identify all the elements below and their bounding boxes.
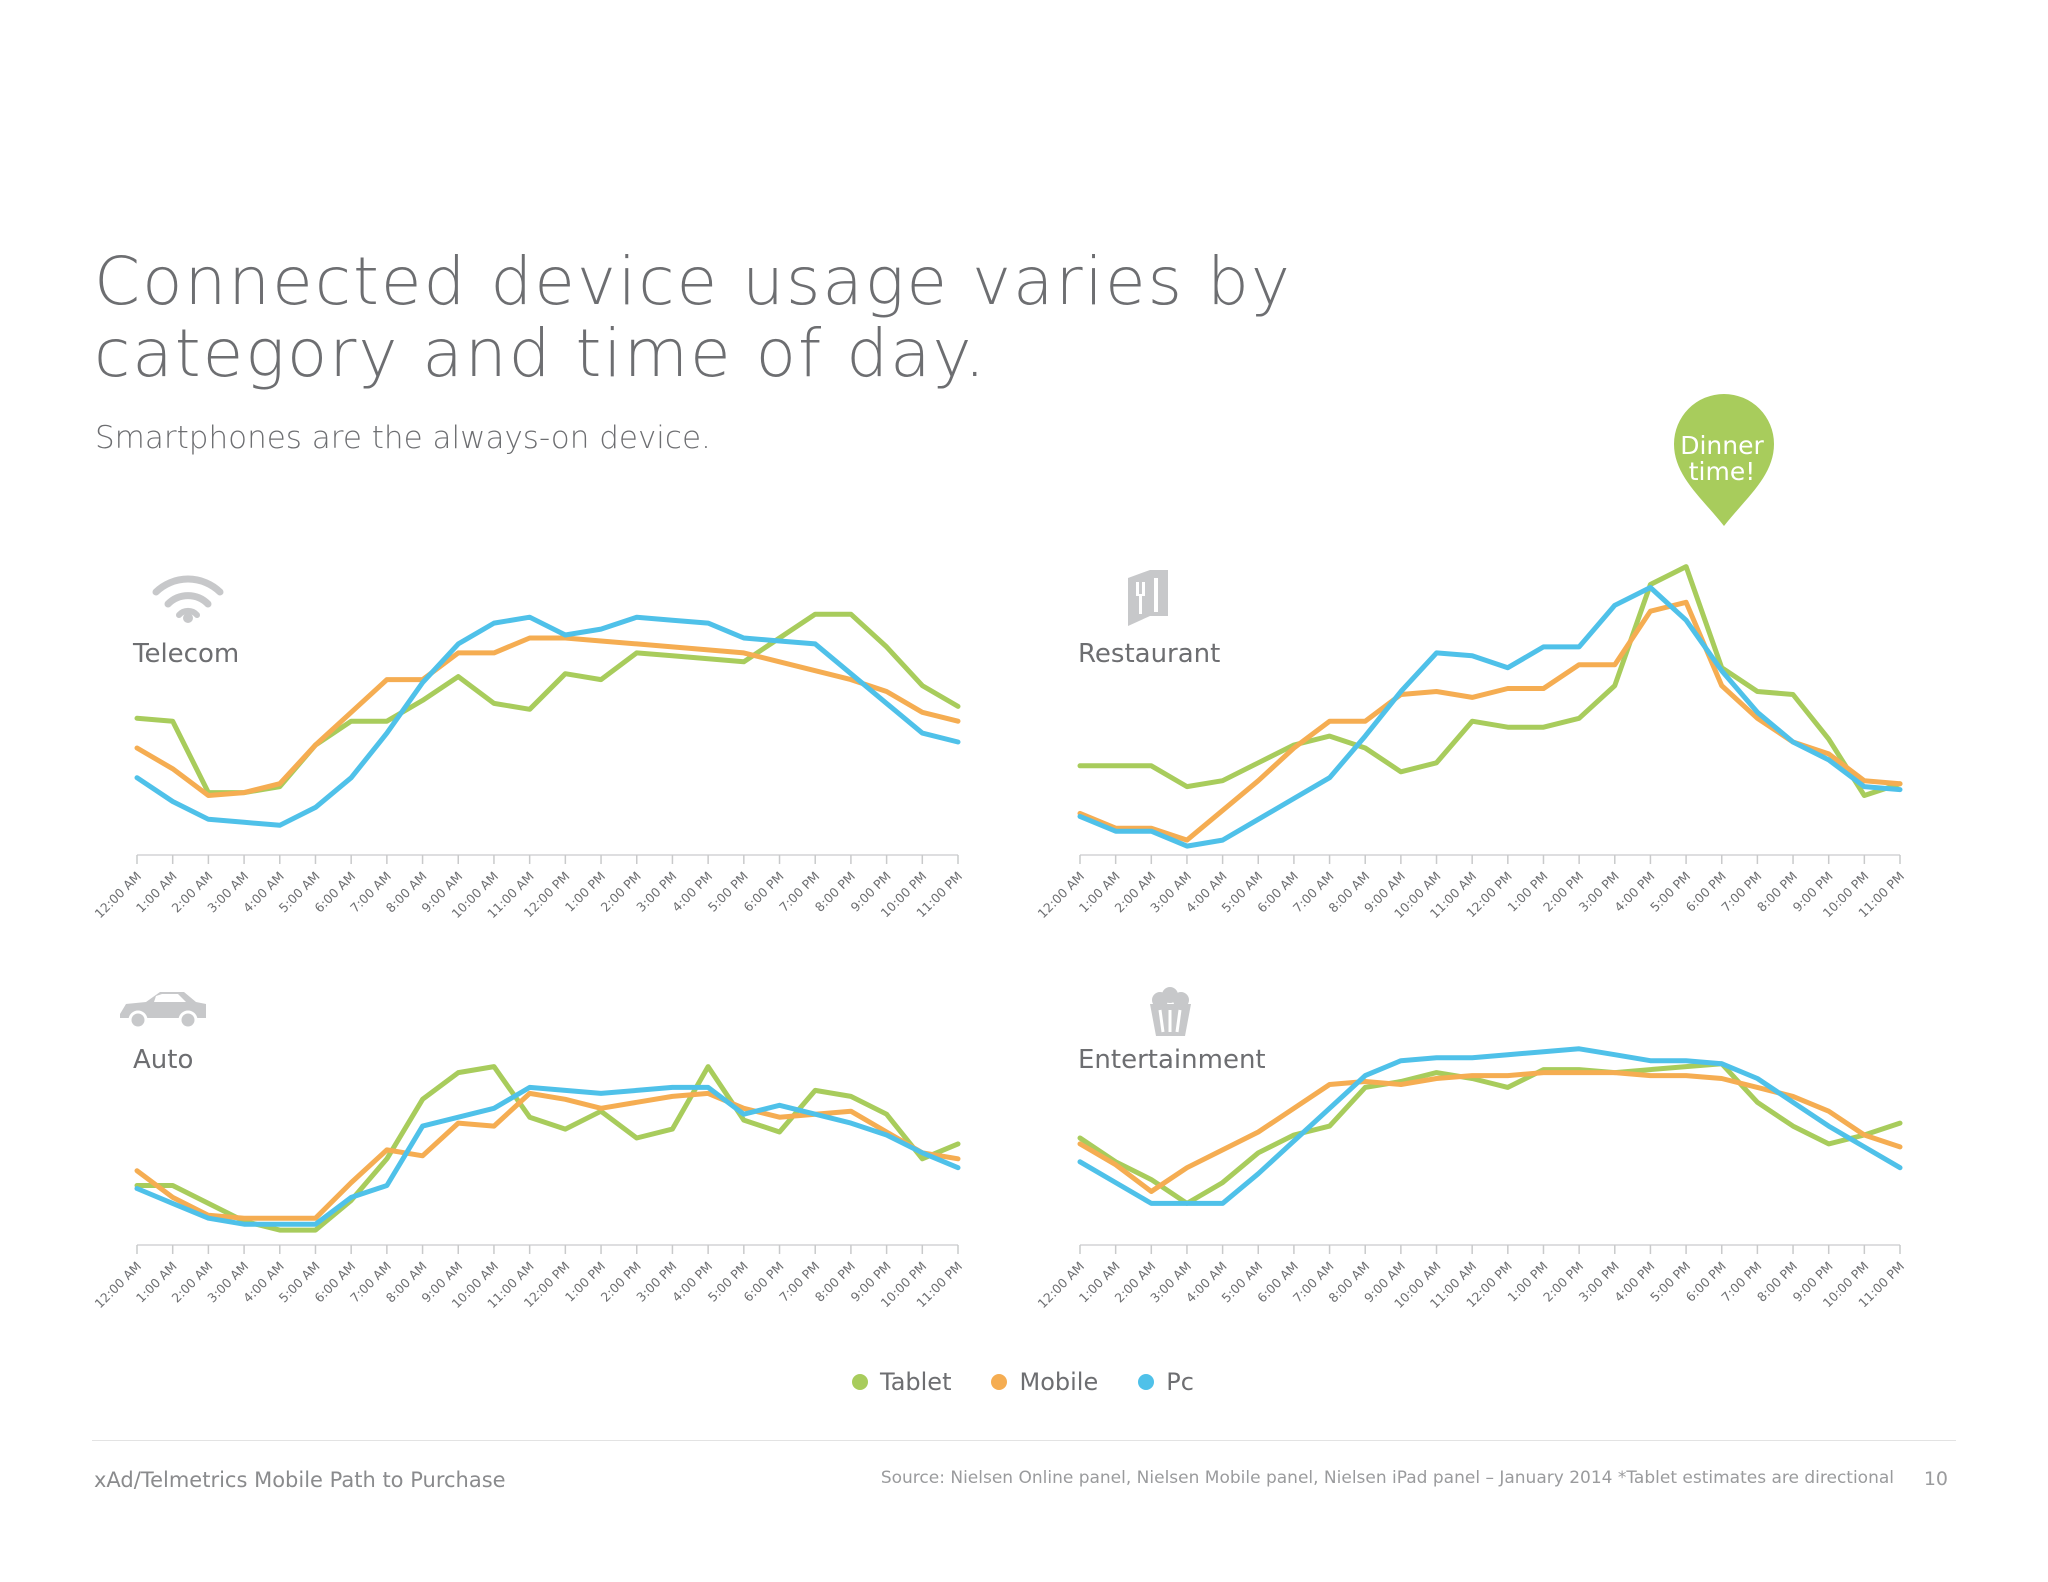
- restaurant-x-tick-label: 12:00 AM: [1035, 869, 1088, 922]
- page-title: Connected device usage varies by categor…: [94, 246, 1292, 390]
- legend-swatch-mobile: [991, 1374, 1008, 1390]
- footer-divider: [92, 1440, 1956, 1441]
- entertainment-x-tick-label: 12:00 AM: [1035, 1259, 1088, 1312]
- legend-label-tablet: Tablet: [880, 1368, 952, 1396]
- callout-line-2: time!: [1689, 457, 1756, 486]
- telecom-x-tick-label: 12:00 AM: [92, 869, 145, 922]
- entertainment-series-pc: [1077, 1046, 1903, 1206]
- entertainment-series-tablet: [1077, 1061, 1903, 1206]
- footer-publication: xAd/Telmetrics Mobile Path to Purchase: [94, 1468, 506, 1492]
- restaurant-chart-title: Restaurant: [1078, 639, 1220, 669]
- callout-line-1: Dinner: [1680, 431, 1764, 460]
- car-icon: [120, 992, 206, 1030]
- entertainment-chart-title: Entertainment: [1078, 1045, 1266, 1075]
- legend: Tablet Mobile Pc: [852, 1368, 1194, 1396]
- auto-series-mobile: [134, 1090, 961, 1221]
- wifi-icon: [152, 575, 224, 623]
- legend-label-mobile: Mobile: [1019, 1368, 1099, 1396]
- entertainment-series-mobile: [1077, 1070, 1903, 1194]
- restaurant-series-tablet: [1077, 564, 1903, 798]
- title-line-2: category and time of day.: [94, 315, 988, 392]
- dinner-time-callout: Dinner time!: [1674, 394, 1774, 526]
- auto-series-tablet: [134, 1064, 961, 1233]
- legend-label-pc: Pc: [1166, 1368, 1194, 1396]
- legend-swatch-tablet: [852, 1374, 868, 1390]
- page-subtitle: Smartphones are the always-on device.: [95, 420, 711, 456]
- page-number: 10: [1923, 1468, 1948, 1490]
- legend-swatch-pc: [1138, 1374, 1155, 1390]
- legend-item-tablet: Tablet: [852, 1368, 951, 1396]
- title-line-1: Connected device usage varies by: [94, 243, 1292, 320]
- telecom-series-mobile: [134, 635, 961, 798]
- legend-item-mobile: Mobile: [991, 1368, 1098, 1396]
- restaurant-series-mobile: [1077, 599, 1903, 843]
- restaurant-series-pc: [1077, 585, 1903, 849]
- auto-chart-title: Auto: [133, 1045, 193, 1075]
- legend-item-pc: Pc: [1138, 1368, 1194, 1396]
- menu-utensils-icon: [1128, 570, 1168, 626]
- footer-source-note: Source: Nielsen Online panel, Nielsen Mo…: [880, 1468, 1894, 1488]
- popcorn-icon: [1150, 987, 1191, 1036]
- telecom-series-pc: [134, 614, 961, 828]
- auto-series-pc: [134, 1084, 961, 1227]
- telecom-series-tablet: [134, 611, 961, 796]
- auto-x-tick-label: 12:00 AM: [92, 1259, 145, 1312]
- telecom-chart-title: Telecom: [132, 639, 239, 669]
